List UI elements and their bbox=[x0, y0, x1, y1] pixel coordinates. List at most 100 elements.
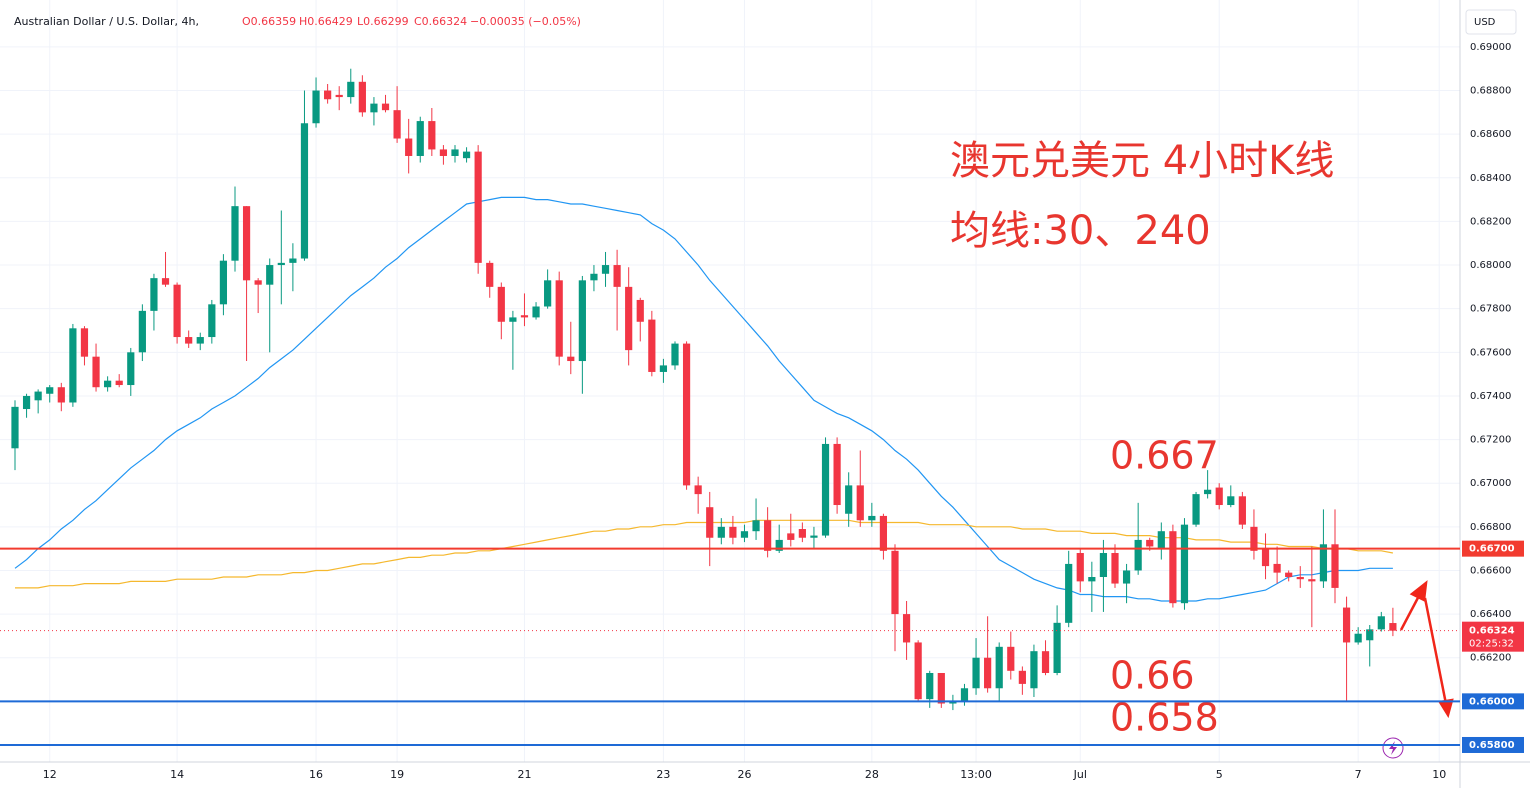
candle-body bbox=[532, 306, 540, 318]
x-tick-label: 23 bbox=[656, 768, 670, 781]
x-tick-label: 16 bbox=[309, 768, 323, 781]
y-tick-label: 0.67400 bbox=[1470, 391, 1511, 402]
candle-body bbox=[242, 206, 251, 281]
candle-body bbox=[115, 380, 123, 386]
candle-body bbox=[335, 94, 343, 98]
candle-body bbox=[127, 352, 135, 386]
candle-body bbox=[1204, 489, 1212, 495]
candle-body bbox=[370, 103, 378, 113]
candle-body bbox=[856, 485, 864, 521]
y-tick-label: 0.68400 bbox=[1470, 173, 1511, 184]
level-label-box bbox=[1462, 540, 1524, 557]
y-tick-label: 0.67200 bbox=[1470, 435, 1511, 446]
candle-body bbox=[439, 149, 448, 156]
candle-body bbox=[682, 343, 691, 486]
candle-body bbox=[1261, 548, 1270, 567]
annotation: 0.658 bbox=[1110, 696, 1219, 740]
x-tick-label: 28 bbox=[865, 768, 879, 781]
candle-body bbox=[1122, 570, 1131, 584]
candle-body bbox=[671, 343, 679, 366]
candle-body bbox=[544, 280, 552, 307]
candle-body bbox=[57, 387, 65, 403]
candle-body bbox=[613, 265, 621, 287]
candle-body bbox=[949, 701, 957, 704]
y-tick-label: 0.66200 bbox=[1470, 653, 1511, 664]
candle-body bbox=[868, 515, 876, 521]
candle-body bbox=[995, 646, 1003, 689]
candle-body bbox=[729, 526, 737, 538]
candle-body bbox=[578, 280, 586, 362]
candle-body bbox=[1342, 607, 1351, 643]
candle-body bbox=[787, 533, 795, 540]
y-tick-label: 0.66400 bbox=[1470, 609, 1511, 620]
y-tick-label: 0.68200 bbox=[1470, 216, 1511, 227]
candle-body bbox=[1285, 572, 1293, 578]
candle-body bbox=[254, 280, 262, 285]
candle-body bbox=[1273, 563, 1281, 573]
y-tick-label: 0.66800 bbox=[1470, 522, 1511, 533]
candle-body bbox=[312, 90, 320, 124]
candle-body bbox=[891, 550, 899, 615]
candle-body bbox=[138, 310, 146, 353]
x-tick-label: 14 bbox=[170, 768, 184, 781]
candle-body bbox=[740, 531, 749, 538]
candle-body bbox=[428, 121, 436, 150]
candle-body bbox=[1250, 526, 1258, 551]
candle-body bbox=[520, 315, 529, 318]
candle-body bbox=[1041, 651, 1050, 673]
ohlc: −0.00035 (−0.05%) bbox=[470, 15, 581, 28]
x-tick-label: 5 bbox=[1216, 768, 1223, 781]
candle-body bbox=[752, 520, 760, 532]
candle-body bbox=[173, 284, 181, 338]
chart-title: Australian Dollar / U.S. Dollar, 4h, bbox=[14, 15, 199, 28]
candle-body bbox=[324, 90, 332, 100]
last-price-label: 0.66324 bbox=[1469, 626, 1515, 637]
candle-body bbox=[150, 278, 158, 311]
candle-body bbox=[69, 328, 77, 403]
currency[interactable]: USD bbox=[1474, 17, 1496, 28]
level-label-box bbox=[1462, 736, 1524, 753]
y-tick-label: 0.68000 bbox=[1470, 260, 1511, 271]
candle-body bbox=[22, 395, 31, 410]
candle-body bbox=[451, 149, 459, 156]
annotation: 0.66 bbox=[1110, 654, 1195, 698]
candle-body bbox=[1030, 651, 1038, 689]
icon[interactable] bbox=[1389, 741, 1397, 755]
last-price-box bbox=[1462, 621, 1524, 652]
x-tick-label: 26 bbox=[737, 768, 751, 781]
candle-body bbox=[347, 81, 355, 98]
candle-body bbox=[984, 657, 992, 689]
y-tick-label: 0.67600 bbox=[1470, 347, 1511, 358]
countdown: 02:25:32 bbox=[1469, 639, 1514, 650]
candle-body bbox=[509, 317, 517, 322]
level-label: 0.65800 bbox=[1469, 740, 1515, 751]
candle-body bbox=[219, 260, 228, 305]
candle-body bbox=[1134, 539, 1142, 571]
x-tick-label: 10 bbox=[1432, 768, 1446, 781]
candle-body bbox=[764, 520, 772, 551]
candle-body bbox=[798, 529, 806, 538]
x-tick-label: Jul bbox=[1073, 768, 1087, 781]
candle-body bbox=[185, 337, 193, 344]
annotation: 澳元兑美元 4小时K线 bbox=[950, 138, 1334, 184]
candle-body bbox=[497, 286, 505, 322]
moving-average bbox=[14, 196, 1393, 602]
candle-body bbox=[1389, 623, 1397, 631]
candle-body bbox=[1053, 622, 1061, 673]
candle-body bbox=[601, 265, 610, 274]
candle-body bbox=[821, 443, 830, 536]
candle-body bbox=[625, 286, 633, 351]
candle-body bbox=[937, 672, 945, 704]
x-tick-label: 13:00 bbox=[960, 768, 992, 781]
candle-body bbox=[555, 280, 563, 357]
candle-body bbox=[474, 151, 482, 263]
candle-body bbox=[80, 328, 89, 357]
candle-body bbox=[659, 365, 668, 372]
ohlc: H0.66429 bbox=[299, 15, 353, 28]
candle-body bbox=[358, 81, 366, 113]
candle-body bbox=[879, 515, 888, 551]
currency-box[interactable] bbox=[1465, 9, 1517, 35]
y-tick-label: 0.68800 bbox=[1470, 86, 1511, 97]
candle-body bbox=[1238, 496, 1246, 525]
candle-body bbox=[1296, 577, 1304, 580]
